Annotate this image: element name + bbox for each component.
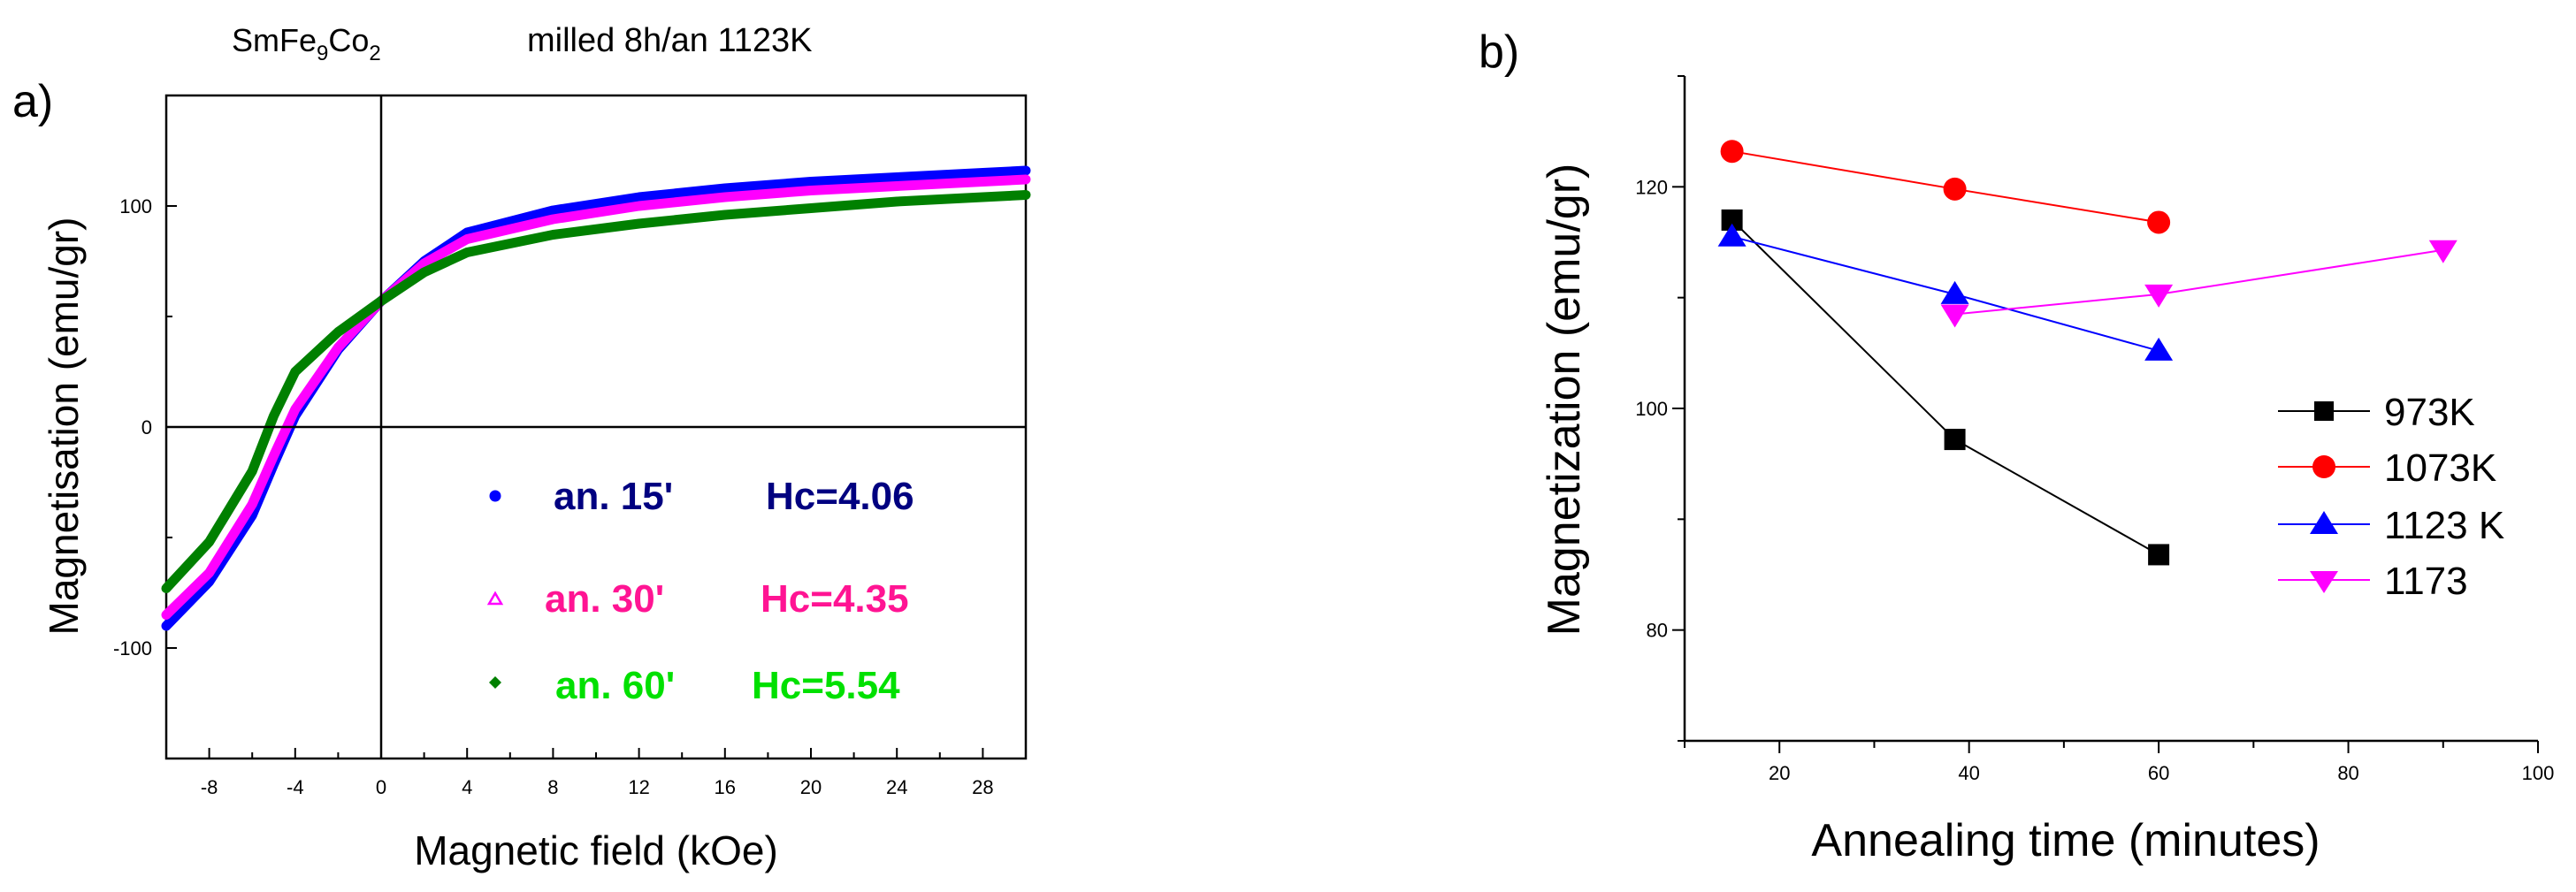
- panel-a-x-axis-label: Magnetic field (kOe): [414, 827, 778, 873]
- title-formula-sub-fe: 9: [317, 42, 328, 65]
- legend-a-hc-15: Hc=4.06: [766, 475, 914, 518]
- panel-a-x-tick-label: -4: [287, 776, 304, 798]
- panel-a-x-tick-label: 16: [715, 776, 736, 798]
- panel-a-y-axis-label: Magnetisation (emu/gr): [41, 217, 87, 636]
- panel-b-x-tick-labels: 20 40 60 80 100: [1769, 762, 2554, 784]
- panel-b-x-tick-label: 80: [2337, 762, 2358, 784]
- legend-a-label-60: an. 60': [555, 664, 675, 707]
- legend-b-label-1173: 1173: [2384, 560, 2468, 603]
- panel-a-x-tick-label: 8: [547, 776, 558, 798]
- panel-b-ticks: [1672, 75, 2539, 753]
- legend-a-hc-30: Hc=4.35: [761, 577, 909, 621]
- panel-b-series-line-4: [1954, 248, 2443, 316]
- panel-a-title: SmFe9Co2: [232, 22, 381, 65]
- panel-a-curves: [161, 165, 1031, 631]
- panel-b-point: [2144, 284, 2174, 308]
- panel-b-point: [1944, 429, 1966, 451]
- panel-b-point: [2428, 240, 2458, 263]
- legend-b-label-1073k: 1073K: [2384, 446, 2496, 490]
- panel-a-y-tick-label: -100: [113, 637, 152, 659]
- legend-b-marker-973k: [2314, 401, 2334, 421]
- panel-a-curve-3: [161, 190, 1031, 593]
- panel-a-x-tick-label: 4: [462, 776, 472, 798]
- panel-b-y-tick-label: 100: [1635, 398, 1668, 420]
- legend-b-label-973k: 973K: [2384, 391, 2475, 434]
- panel-b-x-tick-label: 20: [1769, 762, 1790, 784]
- panel-a-label: a): [12, 76, 53, 127]
- title-formula-co: Co: [328, 22, 369, 58]
- legend-b-marker-1123k: [2310, 511, 2338, 534]
- panel-b-point: [1720, 140, 1744, 164]
- panel-a-legend: an. 15' Hc=4.06 an. 30' Hc=4.35 an. 60' …: [486, 475, 914, 707]
- panel-a-subtitle: milled 8h/an 1123K: [527, 22, 813, 59]
- legend-a-marker-30: [486, 591, 504, 606]
- panel-b-y-tick-label: 120: [1635, 176, 1668, 198]
- panel-b-point: [1940, 304, 1969, 328]
- panel-b-series-line-1: [1731, 219, 2159, 556]
- legend-b-entry-1073k: 1073K: [2278, 446, 2496, 490]
- panel-b-point: [1943, 177, 1967, 201]
- panel-a-x-tick-label: 20: [800, 776, 822, 798]
- panel-a-ticks: [165, 95, 1027, 759]
- legend-a-entry-30: an. 30' Hc=4.35: [486, 577, 909, 621]
- panel-a-x-tick-label: 0: [376, 776, 386, 798]
- legend-a-label-30: an. 30': [545, 577, 664, 621]
- legend-a-marker-60: [489, 676, 501, 689]
- panel-a-y-tick-label: 100: [119, 195, 152, 217]
- legend-b-label-1123k: 1123 K: [2384, 504, 2504, 547]
- panel-b-y-tick-label: 80: [1647, 620, 1668, 642]
- title-formula-sub-co: 2: [369, 42, 380, 65]
- panel-b-series: [1717, 140, 2458, 566]
- panel-b-x-tick-label: 60: [2148, 762, 2169, 784]
- panel-b-label: b): [1479, 27, 1519, 78]
- legend-b-entry-973k: 973K: [2278, 391, 2475, 434]
- panel-a-x-tick-labels: -8 -4 0 4 8 12 16 20 24 28: [201, 776, 994, 798]
- legend-a-entry-60: an. 60' Hc=5.54: [489, 664, 900, 707]
- panel-b-point: [2147, 210, 2171, 234]
- panel-b-legend: 973K 1073K 1123 K 1173: [2278, 391, 2504, 603]
- panel-a-x-tick-label: 24: [886, 776, 907, 798]
- panel-b-point: [2148, 544, 2170, 566]
- title-formula-base: SmFe: [232, 22, 317, 58]
- legend-b-entry-1123k: 1123 K: [2278, 504, 2504, 547]
- legend-b-marker-1073k: [2312, 455, 2335, 478]
- panel-a-x-tick-label: 28: [972, 776, 993, 798]
- legend-a-hc-60: Hc=5.54: [752, 664, 900, 707]
- panel-a-curve-1: [161, 165, 1031, 631]
- legend-a-entry-15: an. 15' Hc=4.06: [489, 475, 914, 518]
- panel-b-point: [1940, 280, 1969, 304]
- panel-a-x-tick-label: 12: [628, 776, 649, 798]
- panel-b-x-tick-label: 40: [1958, 762, 1979, 784]
- legend-a-marker-15: [489, 490, 501, 502]
- legend-a-label-15: an. 15': [554, 475, 673, 518]
- panel-b-y-axis-label: Magnetization (emu/gr): [1539, 164, 1590, 637]
- legend-b-entry-1173: 1173: [2278, 560, 2468, 603]
- panel-b-x-tick-label: 100: [2522, 762, 2555, 784]
- panel-a-magnetisation-vs-field: a) SmFe9Co2 milled 8h/an 1123K -8 -4 0 4 8 12…: [12, 22, 1031, 873]
- panel-b-magnetization-vs-time: b) 20 40 60 80 100 80 100 120 973K 1073K 1123 …: [1479, 27, 2554, 866]
- panel-a-y-tick-label: 0: [141, 416, 152, 438]
- panel-b-y-tick-labels: 80 100 120: [1635, 176, 1668, 641]
- panel-a-y-tick-labels: -100 0 100: [113, 195, 152, 659]
- panel-a-curve-2: [161, 174, 1031, 620]
- panel-a-x-tick-label: -8: [201, 776, 218, 798]
- panel-b-series-line-3: [1731, 235, 2159, 352]
- legend-b-marker-1173: [2310, 571, 2338, 593]
- panel-b-point: [1717, 223, 1747, 247]
- panel-b-x-axis-label: Annealing time (minutes): [1811, 815, 2320, 866]
- panel-b-point: [2144, 337, 2174, 361]
